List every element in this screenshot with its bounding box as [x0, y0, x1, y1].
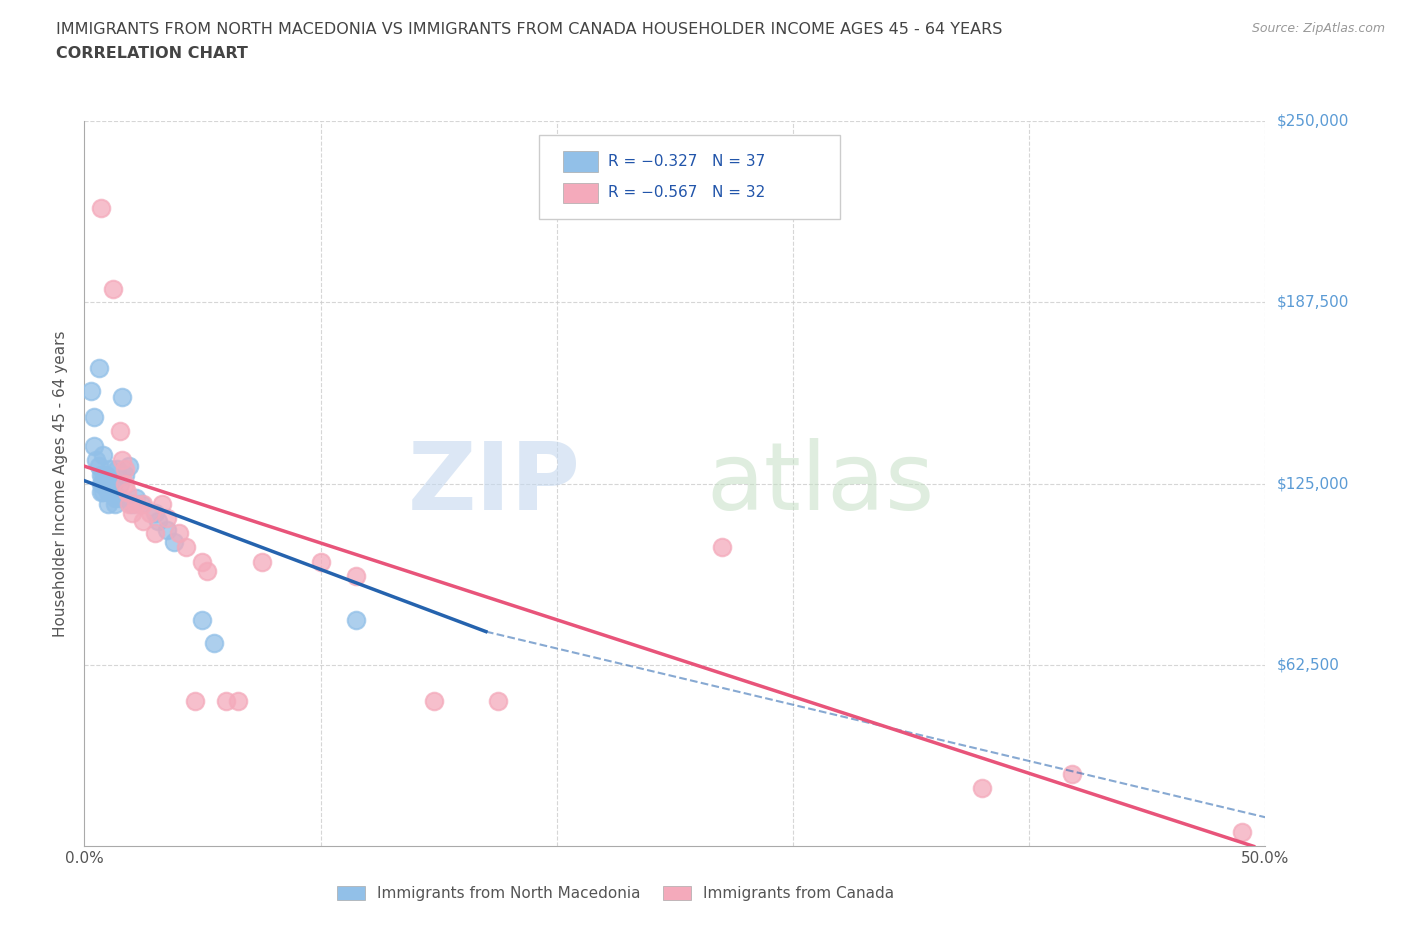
Point [143, 505, 166, 520]
Point [91, 485, 114, 499]
Point [970, 781, 993, 796]
Point [163, 534, 186, 549]
Point [90, 468, 112, 483]
Legend: Immigrants from North Macedonia, Immigrants from Canada: Immigrants from North Macedonia, Immigra… [332, 881, 900, 908]
Point [101, 282, 124, 297]
Point [195, 564, 218, 578]
Point [107, 461, 129, 476]
Point [83, 438, 105, 453]
Point [87, 360, 110, 375]
Point [83, 409, 105, 424]
Point [80, 383, 103, 398]
Point [156, 523, 179, 538]
Text: R = −0.327   N = 37: R = −0.327 N = 37 [607, 154, 765, 169]
Point [344, 569, 367, 584]
Point [486, 694, 509, 709]
Text: $125,000: $125,000 [1277, 476, 1348, 491]
Point [91, 468, 114, 483]
Text: $62,500: $62,500 [1277, 658, 1340, 672]
Point [94, 468, 117, 483]
Point [111, 389, 134, 404]
Text: CORRELATION CHART: CORRELATION CHART [56, 46, 247, 61]
Point [121, 497, 143, 512]
Point [101, 476, 124, 491]
Point [104, 491, 127, 506]
Point [90, 201, 112, 216]
Point [174, 540, 197, 555]
FancyBboxPatch shape [562, 182, 598, 203]
Point [114, 468, 136, 483]
Point [226, 694, 249, 709]
Point [104, 497, 127, 512]
Point [156, 511, 179, 525]
Point [84, 453, 107, 468]
Point [423, 694, 446, 709]
Point [114, 461, 136, 476]
Point [90, 485, 112, 499]
Point [114, 476, 136, 491]
Point [202, 636, 225, 651]
Text: R = −0.567   N = 32: R = −0.567 N = 32 [607, 185, 765, 200]
Point [132, 514, 155, 529]
Point [250, 554, 273, 569]
FancyBboxPatch shape [538, 136, 841, 219]
Point [121, 505, 143, 520]
Point [90, 476, 112, 491]
Point [115, 485, 138, 499]
Text: Source: ZipAtlas.com: Source: ZipAtlas.com [1251, 22, 1385, 35]
Text: $250,000: $250,000 [1277, 113, 1348, 128]
Point [108, 476, 131, 491]
Point [146, 514, 169, 529]
Point [91, 447, 114, 462]
Point [139, 505, 162, 520]
Point [191, 554, 214, 569]
Text: atlas: atlas [706, 438, 935, 529]
Point [118, 497, 141, 512]
Point [97, 476, 120, 491]
Point [118, 458, 141, 473]
Point [129, 497, 152, 512]
Point [150, 497, 173, 512]
Point [98, 461, 121, 476]
Point [1060, 766, 1083, 781]
Point [711, 540, 734, 555]
Point [309, 554, 332, 569]
Point [132, 497, 155, 512]
Point [191, 613, 214, 628]
Y-axis label: Householder Income Ages 45 - 64 years: Householder Income Ages 45 - 64 years [53, 330, 69, 637]
Point [91, 476, 114, 491]
Point [125, 497, 148, 512]
Text: ZIP: ZIP [408, 438, 581, 529]
FancyBboxPatch shape [562, 152, 598, 172]
Point [143, 525, 166, 540]
Point [1230, 824, 1253, 839]
Point [97, 485, 120, 499]
Point [125, 491, 148, 506]
Point [97, 497, 120, 512]
Point [108, 491, 131, 506]
Point [184, 694, 207, 709]
Point [87, 458, 110, 473]
Point [344, 613, 367, 628]
Point [108, 424, 131, 439]
Text: $187,500: $187,500 [1277, 295, 1348, 310]
Point [167, 525, 190, 540]
Text: IMMIGRANTS FROM NORTH MACEDONIA VS IMMIGRANTS FROM CANADA HOUSEHOLDER INCOME AGE: IMMIGRANTS FROM NORTH MACEDONIA VS IMMIG… [56, 22, 1002, 37]
Point [111, 453, 134, 468]
Point [215, 694, 238, 709]
